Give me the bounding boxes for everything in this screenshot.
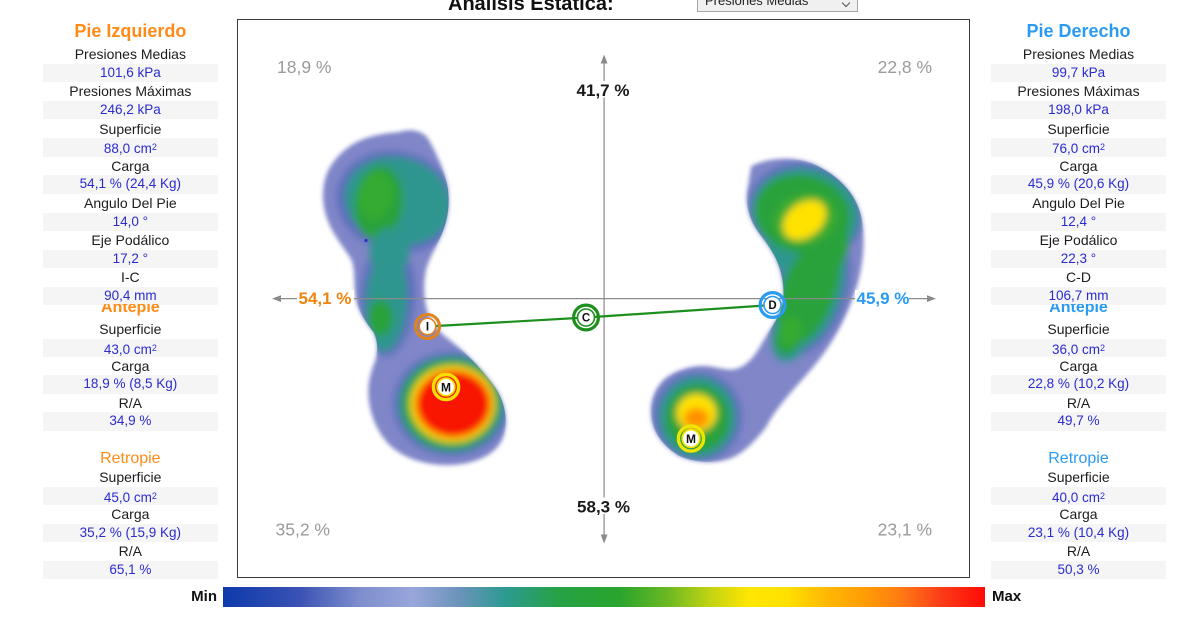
svg-text:45,9 %: 45,9 % <box>857 289 910 308</box>
svg-text:I: I <box>426 321 429 333</box>
svg-text:35,2 %: 35,2 % <box>276 519 330 539</box>
svg-text:C: C <box>582 312 590 324</box>
svg-text:18,9 %: 18,9 % <box>277 57 331 77</box>
svg-text:54,1 %: 54,1 % <box>299 289 352 308</box>
svg-text:M: M <box>441 380 451 394</box>
svg-text:23,1 %: 23,1 % <box>878 519 932 539</box>
svg-text:M: M <box>686 431 696 445</box>
svg-text:41,7 %: 41,7 % <box>577 80 630 99</box>
svg-text:58,3 %: 58,3 % <box>577 497 630 516</box>
svg-text:D: D <box>768 300 776 312</box>
svg-text:22,8 %: 22,8 % <box>878 57 932 77</box>
